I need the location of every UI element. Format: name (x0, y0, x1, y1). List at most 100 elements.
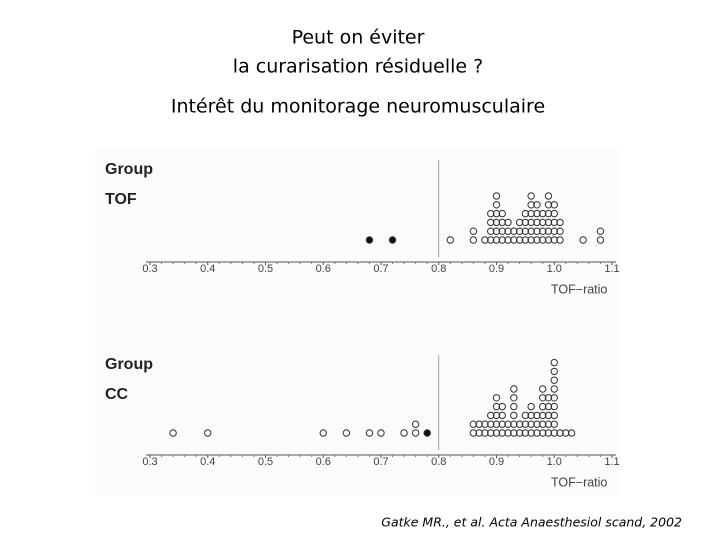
open-dot (544, 192, 553, 200)
open-dot (539, 227, 547, 235)
open-dot (510, 411, 518, 420)
open-dot (469, 420, 478, 428)
open-dot (539, 429, 547, 437)
open-dot (550, 236, 558, 244)
x-tick-label: 0.9 (489, 263, 504, 275)
open-dot (579, 236, 587, 244)
open-dot (498, 209, 506, 218)
group-label: Group (105, 356, 153, 373)
open-dot (556, 218, 564, 227)
filled-dot (423, 429, 431, 437)
open-dot (533, 227, 541, 235)
x-tick-label: 0.7 (373, 263, 388, 275)
subtitle: Intérêt du monitorage neuromusculaire (171, 96, 545, 118)
x-axis-label: TOF−ratio (551, 475, 607, 489)
open-dot (550, 209, 558, 218)
x-tick-label: 1.0 (547, 456, 562, 468)
open-dot (469, 429, 478, 437)
title-line: Peut on éviter (292, 27, 425, 49)
open-dot (411, 420, 420, 428)
open-dot (487, 411, 495, 420)
open-dot (550, 411, 558, 420)
open-dot (515, 420, 524, 428)
open-dot (527, 201, 535, 209)
open-dot (498, 227, 506, 235)
open-dot (487, 420, 495, 428)
open-dot (544, 411, 553, 420)
open-dot (544, 420, 553, 428)
open-dot (487, 236, 495, 244)
x-axis-label: TOF−ratio (551, 282, 607, 296)
open-dot (510, 394, 518, 402)
open-dot (487, 218, 495, 227)
open-dot (492, 420, 501, 428)
open-dot (544, 218, 553, 227)
x-tick-label: 0.8 (431, 263, 446, 275)
open-dot (527, 402, 535, 411)
open-dot (596, 236, 605, 244)
open-dot (487, 209, 495, 218)
open-dot (550, 376, 558, 384)
filled-dot (365, 236, 374, 244)
open-dot (562, 429, 570, 437)
open-dot (556, 236, 564, 244)
open-dot (492, 192, 501, 200)
x-tick-label: 0.7 (373, 456, 388, 468)
open-dot (550, 227, 558, 235)
open-dot (515, 227, 524, 235)
x-tick-label: 0.4 (200, 456, 215, 468)
open-dot (550, 367, 558, 376)
open-dot (515, 236, 524, 244)
open-dot (533, 218, 541, 227)
x-tick-label: 0.5 (258, 456, 273, 468)
open-dot (475, 429, 483, 437)
open-dot (539, 394, 547, 402)
open-dot (544, 227, 553, 235)
open-dot (567, 429, 576, 437)
open-dot (510, 429, 518, 437)
open-dot (527, 411, 535, 420)
open-dot (411, 429, 420, 437)
open-dot (492, 402, 501, 411)
x-tick-label: 0.3 (142, 263, 157, 275)
open-dot (533, 236, 541, 244)
open-dot (527, 236, 535, 244)
open-dot (539, 236, 547, 244)
open-dot (515, 429, 524, 437)
x-tick-label: 0.9 (489, 456, 504, 468)
open-dot (481, 429, 489, 437)
open-dot (544, 402, 553, 411)
open-dot (544, 394, 553, 402)
open-dot (510, 385, 518, 393)
x-tick-label: 0.8 (431, 456, 446, 468)
open-dot (498, 236, 506, 244)
open-dot (504, 236, 512, 244)
open-dot (550, 429, 558, 437)
open-dot (527, 192, 535, 200)
open-dot (533, 201, 541, 209)
open-dot (550, 358, 558, 367)
open-dot (469, 227, 478, 235)
open-dot (527, 420, 535, 428)
open-dot (527, 209, 535, 218)
group-label: CC (105, 386, 129, 403)
open-dot (521, 209, 530, 218)
open-dot (510, 402, 518, 411)
open-dot (475, 420, 483, 428)
x-tick-label: 0.6 (316, 456, 331, 468)
open-dot (550, 420, 558, 428)
open-dot (521, 218, 530, 227)
open-dot (498, 411, 506, 420)
open-dot (510, 420, 518, 428)
open-dot (539, 420, 547, 428)
open-dot (556, 227, 564, 235)
open-dot (481, 420, 489, 428)
open-dot (504, 218, 512, 227)
open-dot (498, 218, 506, 227)
open-dot (510, 236, 518, 244)
x-tick-label: 0.3 (142, 456, 157, 468)
open-dot (492, 218, 501, 227)
open-dot (504, 429, 512, 437)
open-dot (521, 429, 530, 437)
x-tick-label: 0.6 (316, 263, 331, 275)
